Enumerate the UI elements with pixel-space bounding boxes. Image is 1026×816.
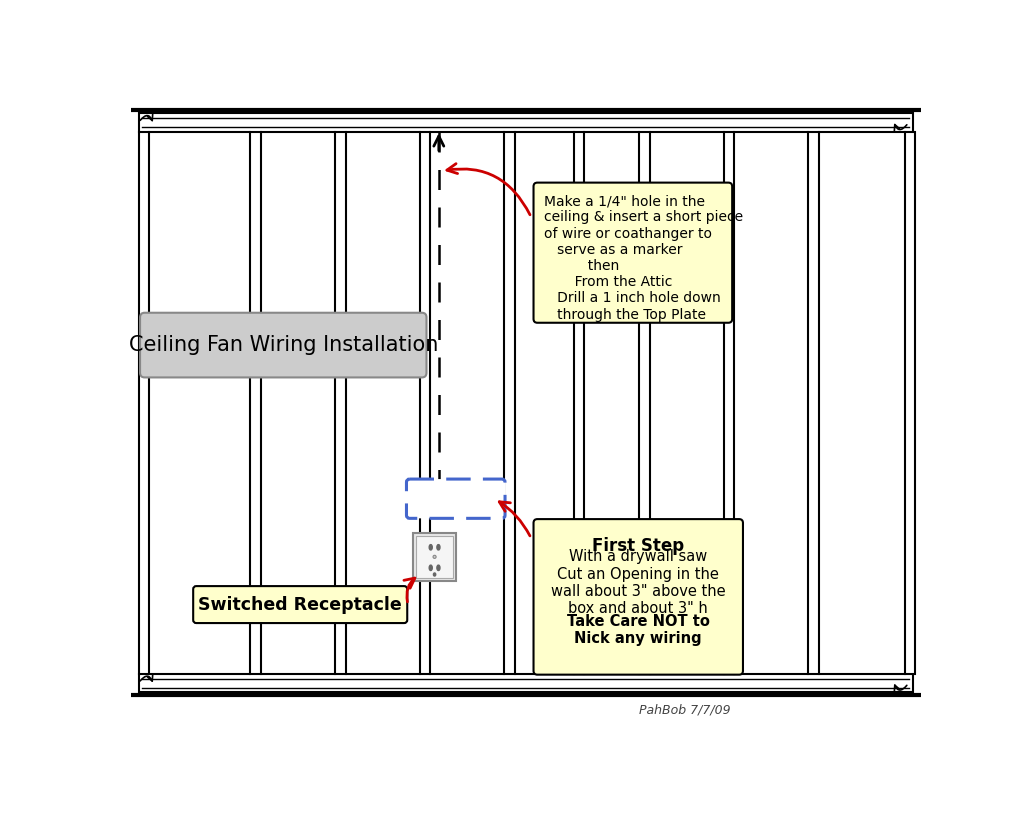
FancyBboxPatch shape [406, 479, 505, 518]
Text: Make a 1/4" hole in the
ceiling & insert a short piece
of wire or coathanger to
: Make a 1/4" hole in the ceiling & insert… [544, 194, 743, 322]
Text: Take Care NOT to
Nick any wiring: Take Care NOT to Nick any wiring [566, 614, 710, 646]
Text: First Step: First Step [592, 537, 684, 555]
Text: PahBob 7/7/09: PahBob 7/7/09 [639, 703, 731, 716]
FancyBboxPatch shape [534, 183, 733, 323]
Ellipse shape [437, 565, 440, 570]
Text: Switched Receptacle: Switched Receptacle [198, 596, 402, 614]
Text: With a drywall saw
Cut an Opening in the
wall about 3" above the
box and about 3: With a drywall saw Cut an Opening in the… [551, 549, 725, 616]
Bar [139, 113, 913, 132]
Ellipse shape [429, 565, 432, 570]
Ellipse shape [437, 544, 440, 550]
Bar [413, 533, 456, 581]
Ellipse shape [433, 556, 436, 558]
FancyBboxPatch shape [193, 586, 407, 623]
Bar [139, 674, 913, 692]
Ellipse shape [433, 573, 436, 576]
FancyBboxPatch shape [534, 519, 743, 675]
Ellipse shape [429, 544, 432, 550]
Text: Ceiling Fan Wiring Installation: Ceiling Fan Wiring Installation [128, 335, 438, 355]
Bar [417, 536, 452, 578]
FancyBboxPatch shape [141, 313, 427, 378]
